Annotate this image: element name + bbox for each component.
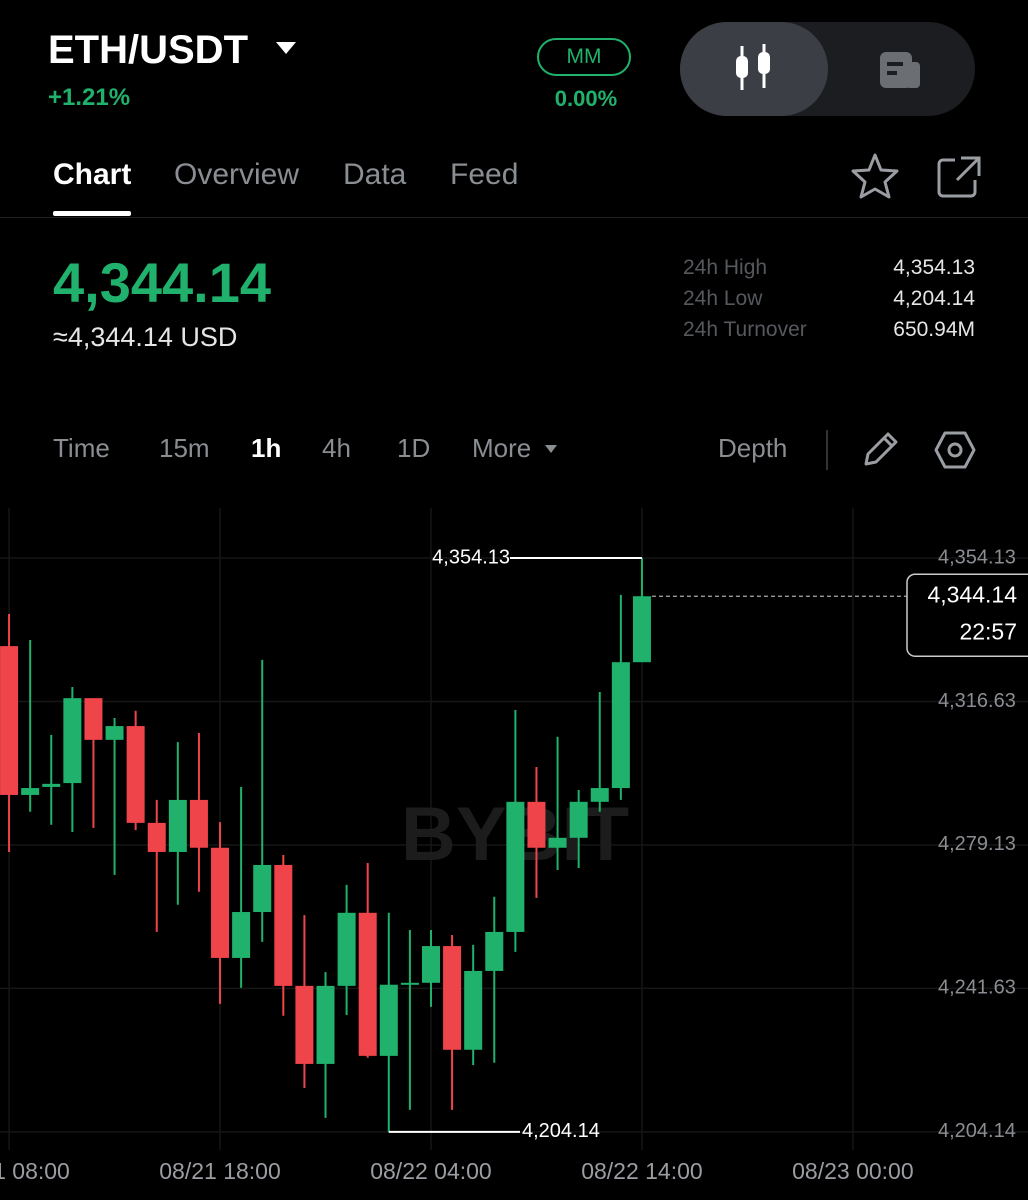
candle-body [21, 788, 40, 795]
tab[interactable]: Chart [53, 158, 132, 191]
interval-button[interactable]: 4h [322, 433, 351, 463]
interval-button[interactable]: 1h [251, 433, 282, 463]
candle-body [316, 985, 335, 1064]
x-tick-label: 08/23 00:00 [792, 1158, 914, 1184]
low-marker-label: 4,204.14 [522, 1120, 600, 1142]
candle-icon [736, 44, 770, 90]
share-button[interactable] [935, 154, 983, 200]
x-tick-label: 08/21 18:00 [159, 1158, 281, 1184]
candle-body [379, 984, 398, 1056]
usd-price: ≈4,344.14 USD [53, 322, 238, 352]
draw-button[interactable] [860, 430, 900, 470]
candle-body [63, 698, 82, 784]
candle-body [295, 985, 314, 1064]
candle-body [274, 864, 293, 986]
stat-label: 24h High [683, 256, 768, 279]
y-tick-label: 4,354.13 [938, 546, 1016, 568]
candle-body [569, 801, 588, 838]
stat-value: 4,204.14 [893, 287, 975, 310]
mm-badge[interactable]: MM [537, 38, 631, 76]
candle-body [548, 837, 567, 848]
tab[interactable]: Feed [450, 158, 519, 191]
candle-body [358, 912, 377, 1056]
candle-body [189, 799, 208, 848]
candle-body [400, 982, 419, 985]
candle-body [147, 822, 166, 852]
candle-body [337, 912, 356, 986]
candle-body [443, 946, 462, 1050]
mm-value: 0.00% [554, 86, 618, 111]
y-tick-label: 4,316.63 [938, 690, 1016, 712]
interval-button[interactable]: 15m [159, 433, 210, 463]
stat-value: 4,354.13 [893, 256, 975, 279]
divider [0, 217, 1028, 218]
stat-value: 650.94M [893, 318, 975, 341]
tab-indicator [53, 211, 131, 216]
depth-button[interactable]: Depth [718, 433, 788, 463]
stat-label: 24h Turnover [683, 318, 807, 341]
y-tick-label: 4,279.13 [938, 833, 1016, 855]
last-price-label: 4,344.14 [927, 581, 1017, 607]
last-price: 4,344.14 [53, 251, 271, 314]
candle-body [168, 799, 187, 852]
tab[interactable]: Overview [174, 158, 300, 191]
x-tick-label: 08/22 14:00 [581, 1158, 703, 1184]
candle-body [485, 931, 504, 971]
y-tick-label: 4,204.14 [938, 1120, 1016, 1142]
more-arrow[interactable] [544, 444, 558, 454]
candle-body [421, 946, 440, 983]
stat-label: 24h Low [683, 287, 763, 310]
candle-body [527, 801, 546, 848]
countdown: 22:57 [959, 618, 1017, 644]
x-tick-label: 08/22 04:00 [370, 1158, 492, 1184]
candle-body [464, 970, 483, 1050]
x-tick-label: 08/21 08:00 [0, 1158, 70, 1184]
candle-body [211, 847, 230, 958]
candle-body [42, 783, 61, 787]
candle-body [506, 801, 525, 932]
news-view-button[interactable] [878, 48, 924, 92]
settings-button[interactable] [934, 430, 976, 470]
dropdown-arrow[interactable] [274, 40, 298, 56]
interval-button[interactable]: 1D [397, 433, 431, 463]
interval-button[interactable]: More [472, 433, 532, 463]
candle-view-button[interactable] [680, 22, 828, 116]
candle-body [0, 646, 19, 795]
high-marker-label: 4,354.13 [432, 546, 510, 568]
candle-body [632, 596, 651, 663]
change: +1.21% [48, 84, 131, 111]
candle-body [232, 912, 251, 958]
last-price-box [906, 573, 1028, 657]
candle-body [84, 698, 103, 740]
tab[interactable]: Data [343, 158, 407, 191]
separator [826, 430, 828, 470]
y-tick-label: 4,241.63 [938, 977, 1016, 999]
interval-button[interactable]: Time [53, 433, 110, 463]
symbol[interactable]: ETH/USDT [48, 28, 248, 72]
candle-body [590, 788, 609, 802]
candle-body [253, 864, 272, 913]
candle-body [611, 662, 630, 789]
candle-body [126, 726, 145, 823]
favorite-button[interactable] [850, 152, 900, 200]
candle-body [105, 726, 124, 740]
